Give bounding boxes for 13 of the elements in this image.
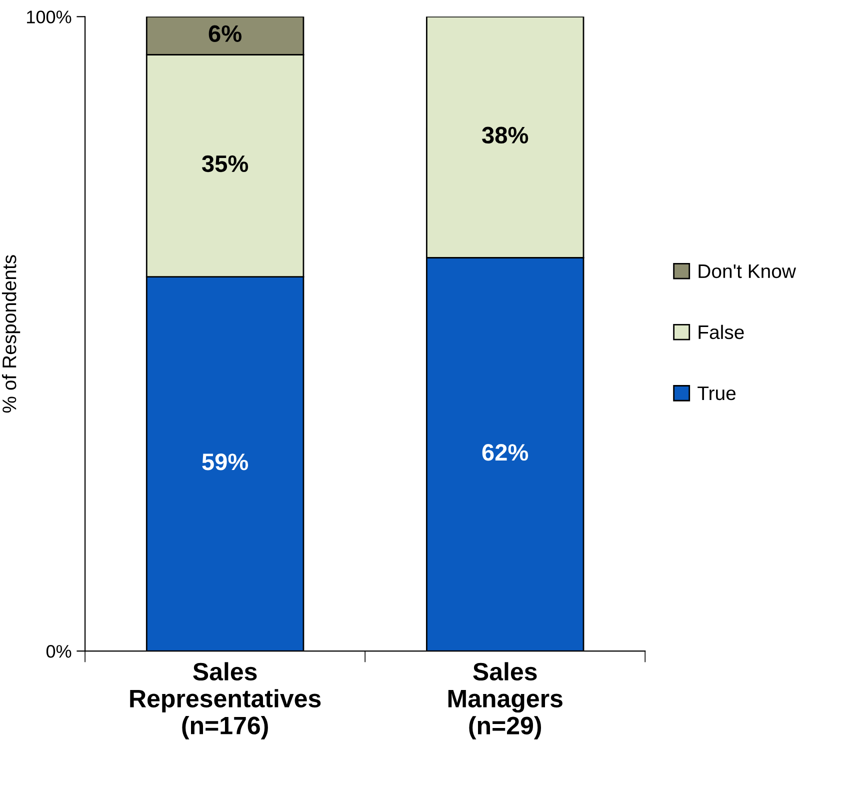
data-label: 59% <box>202 454 248 470</box>
legend-label: True <box>698 386 736 400</box>
y-tick-label: 0% <box>46 644 72 658</box>
data-label: 38% <box>482 126 528 144</box>
y-tick-label: 100% <box>27 10 72 24</box>
y-axis-title: % of Respondents <box>2 255 20 413</box>
data-label: 35% <box>202 155 248 172</box>
data-label: 62% <box>482 444 528 461</box>
legend-label: False <box>698 324 744 340</box>
x-tick-label: Sales Managers (n=29) <box>448 662 562 740</box>
x-tick-label: Sales Representatives (n=176) <box>130 662 321 740</box>
legend-label: Don't Know <box>698 264 796 278</box>
data-label: 6% <box>208 25 242 42</box>
